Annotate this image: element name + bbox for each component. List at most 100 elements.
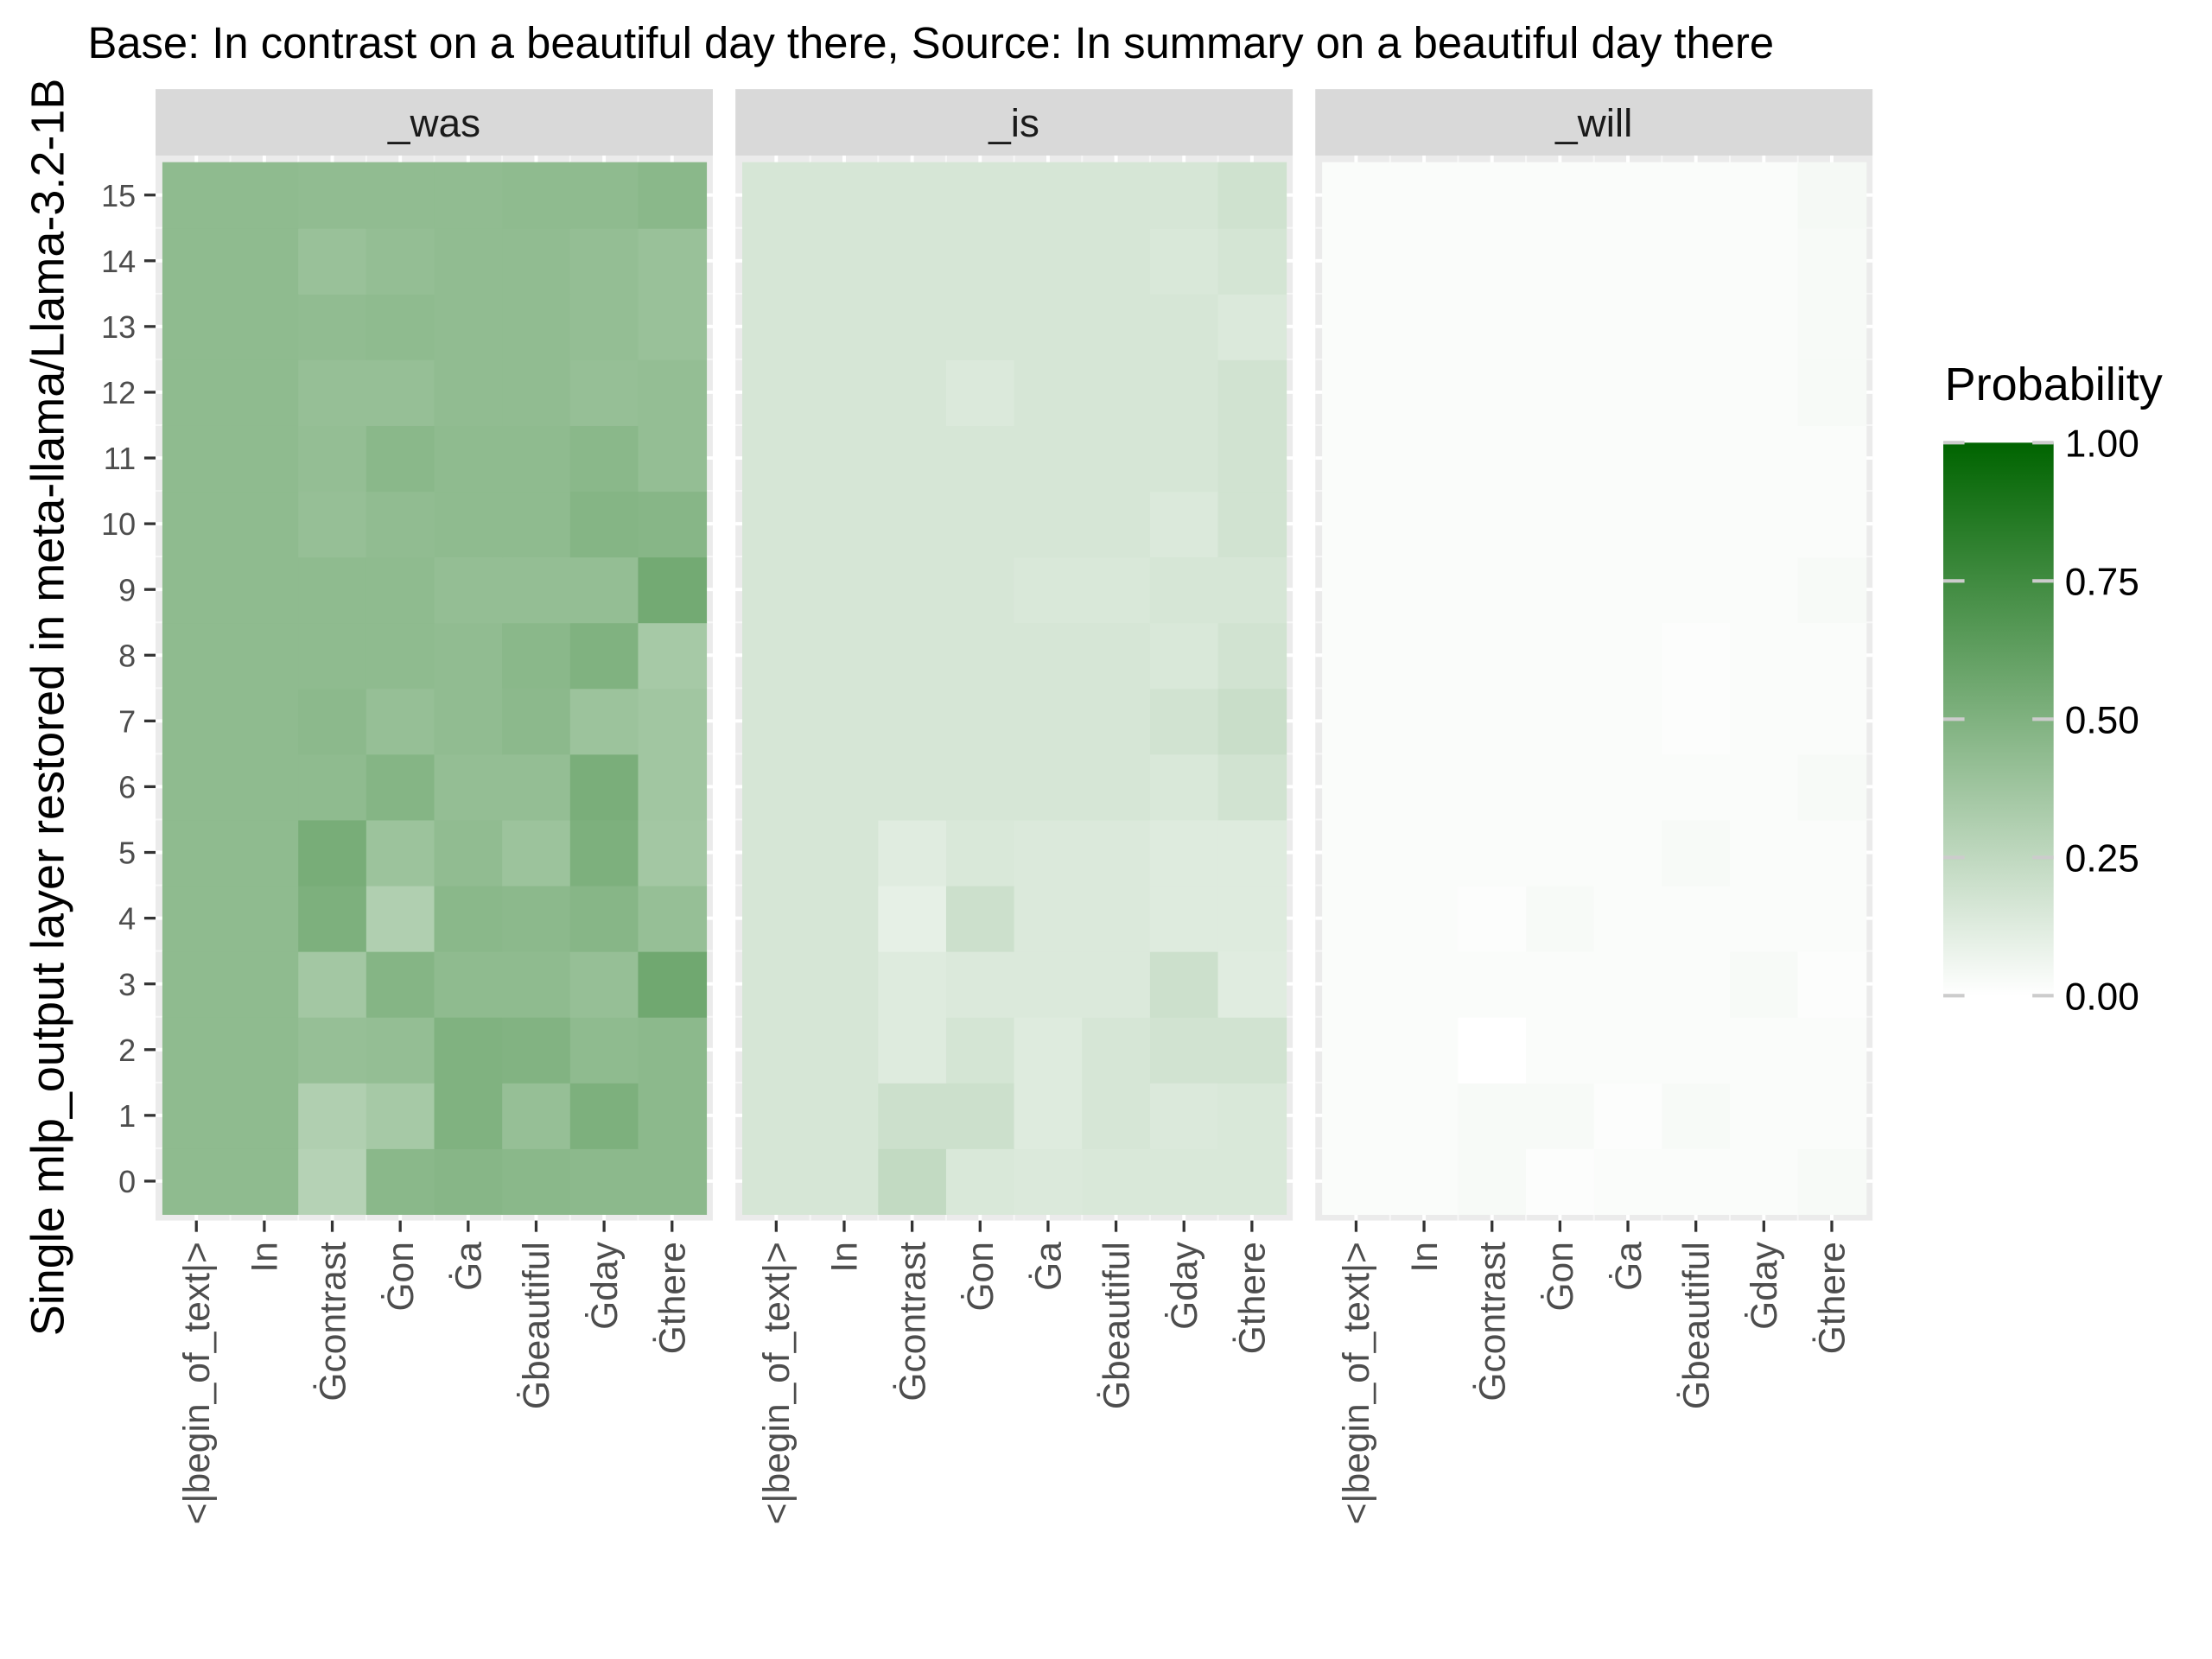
- heatmap-cell: [638, 753, 708, 821]
- heatmap-cell: [1149, 293, 1219, 360]
- heatmap-cell: [569, 424, 639, 493]
- heatmap-cell: [365, 753, 435, 821]
- facet-strip-label: _will: [1554, 101, 1632, 145]
- heatmap-cell: [1526, 162, 1595, 229]
- heatmap-cell: [1217, 950, 1287, 1018]
- heatmap-cell: [1458, 950, 1528, 1018]
- heatmap-cell: [162, 950, 232, 1018]
- heatmap-cell: [502, 950, 571, 1018]
- x-axis-tick-label: Ġthere: [652, 1242, 694, 1354]
- heatmap-cell: [162, 622, 232, 690]
- heatmap-cell: [810, 950, 880, 1018]
- heatmap-cell: [638, 424, 708, 493]
- heatmap-cell: [1526, 1016, 1595, 1084]
- heatmap-cell: [1526, 424, 1595, 493]
- heatmap-cell: [945, 162, 1015, 229]
- heatmap-cell: [945, 227, 1015, 295]
- heatmap-cell: [1322, 162, 1391, 229]
- panel-will: _will <|begin_of_text|> In Ġcontrast Ġon Ġa Ġb…: [1315, 89, 1873, 1524]
- heatmap-cell: [1322, 424, 1391, 493]
- legend-tick-label: 0.50: [2065, 700, 2139, 742]
- heatmap-cell: [1526, 622, 1595, 690]
- heatmap-cell: [1526, 227, 1595, 295]
- heatmap-cell: [1730, 819, 1799, 887]
- heatmap-cell: [1593, 162, 1663, 229]
- x-axis-tick-label: Ġday: [584, 1241, 626, 1329]
- heatmap-cell: [1014, 1147, 1084, 1215]
- x-axis-tick-label: Ġday: [1744, 1241, 1785, 1329]
- heatmap-cell: [365, 293, 435, 360]
- heatmap-cell: [1217, 556, 1287, 624]
- heatmap-cell: [1149, 1082, 1219, 1149]
- heatmap-cell: [878, 556, 947, 624]
- heatmap-cell: [742, 359, 811, 426]
- heatmap-cell: [298, 491, 367, 558]
- heatmap-cell: [945, 424, 1015, 493]
- heatmap-cell: [742, 1082, 811, 1149]
- legend-tick-label: 0.00: [2065, 976, 2139, 1019]
- heatmap-cell: [1389, 162, 1459, 229]
- heatmap-cell: [365, 950, 435, 1018]
- heatmap-cell: [1458, 293, 1528, 360]
- heatmap-cell: [1322, 1147, 1391, 1215]
- heatmap-cell: [502, 359, 571, 426]
- heatmap-cell: [1014, 753, 1084, 821]
- heatmap-cell: [878, 1016, 947, 1084]
- y-axis-tick-label: 8: [118, 638, 136, 673]
- heatmap-cell: [1082, 688, 1151, 755]
- heatmap-cell: [1149, 753, 1219, 821]
- heatmap-cell: [569, 753, 639, 821]
- x-axis-tick-label: Ġcontrast: [892, 1242, 933, 1402]
- heatmap-cell: [1014, 622, 1084, 690]
- heatmap-cell: [945, 1016, 1015, 1084]
- heatmap-cell: [1526, 293, 1595, 360]
- heatmap-cell: [1082, 359, 1151, 426]
- color-legend: Probability 0.00 0.25 0.50 0.75 1.00: [1943, 359, 2163, 1019]
- heatmap-cell: [1593, 359, 1663, 426]
- heatmap-cell: [878, 688, 947, 755]
- heatmap-cell: [878, 491, 947, 558]
- heatmap-cell: [638, 556, 708, 624]
- heatmap-cell: [810, 1147, 880, 1215]
- heatmap-cell: [1797, 293, 1867, 360]
- heatmap-cell: [1797, 950, 1867, 1018]
- heatmap-cell: [1593, 556, 1663, 624]
- heatmap-cell: [742, 1016, 811, 1084]
- heatmap-cell: [1526, 359, 1595, 426]
- facet-strip-label: _is: [988, 101, 1039, 145]
- heatmap-cell: [1082, 491, 1151, 558]
- x-axis-tick-label: Ġbeautiful: [516, 1242, 557, 1409]
- heatmap-cell: [638, 622, 708, 690]
- heatmap-cell: [1593, 227, 1663, 295]
- heatmap-cell: [1014, 556, 1084, 624]
- heatmap-cell: [162, 1082, 232, 1149]
- heatmap-cell: [742, 950, 811, 1018]
- heatmap-cell: [1662, 688, 1731, 755]
- x-axis-tick-label: Ġthere: [1812, 1242, 1853, 1354]
- legend-title: Probability: [1945, 359, 2163, 410]
- heatmap-cell: [1217, 753, 1287, 821]
- heatmap-cell: [742, 293, 811, 360]
- heatmap-cell: [945, 1147, 1015, 1215]
- heatmap-cell: [1662, 359, 1731, 426]
- heatmap-cell: [1389, 819, 1459, 887]
- heatmap-cell: [1082, 753, 1151, 821]
- heatmap-cell: [1797, 1082, 1867, 1149]
- heatmap-cell: [1797, 424, 1867, 493]
- heatmap-cell: [1082, 556, 1151, 624]
- heatmap-cell: [1797, 753, 1867, 821]
- y-axis-tick-label: 7: [118, 703, 136, 739]
- heatmap-cell: [878, 424, 947, 493]
- heatmap-cell: [230, 1147, 300, 1215]
- heatmap-cell: [230, 753, 300, 821]
- heatmap-cell: [502, 1147, 571, 1215]
- heatmap-cell: [1662, 227, 1731, 295]
- heatmap-cell: [810, 1082, 880, 1149]
- heatmap-cell: [365, 885, 435, 952]
- heatmap-cell: [1149, 950, 1219, 1018]
- heatmap-cell: [742, 753, 811, 821]
- heatmap-cell: [1389, 753, 1459, 821]
- heatmap-cell: [1526, 1147, 1595, 1215]
- heatmap-cell: [1389, 424, 1459, 493]
- heatmap-cell: [298, 1016, 367, 1084]
